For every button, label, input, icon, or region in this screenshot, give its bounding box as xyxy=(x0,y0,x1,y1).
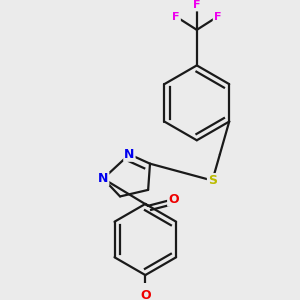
Text: O: O xyxy=(168,193,179,206)
Text: F: F xyxy=(172,12,180,22)
Text: N: N xyxy=(98,172,108,185)
Text: F: F xyxy=(214,12,221,22)
Text: F: F xyxy=(193,1,201,10)
Text: S: S xyxy=(208,174,217,187)
Text: N: N xyxy=(124,148,135,161)
Text: O: O xyxy=(140,289,151,300)
